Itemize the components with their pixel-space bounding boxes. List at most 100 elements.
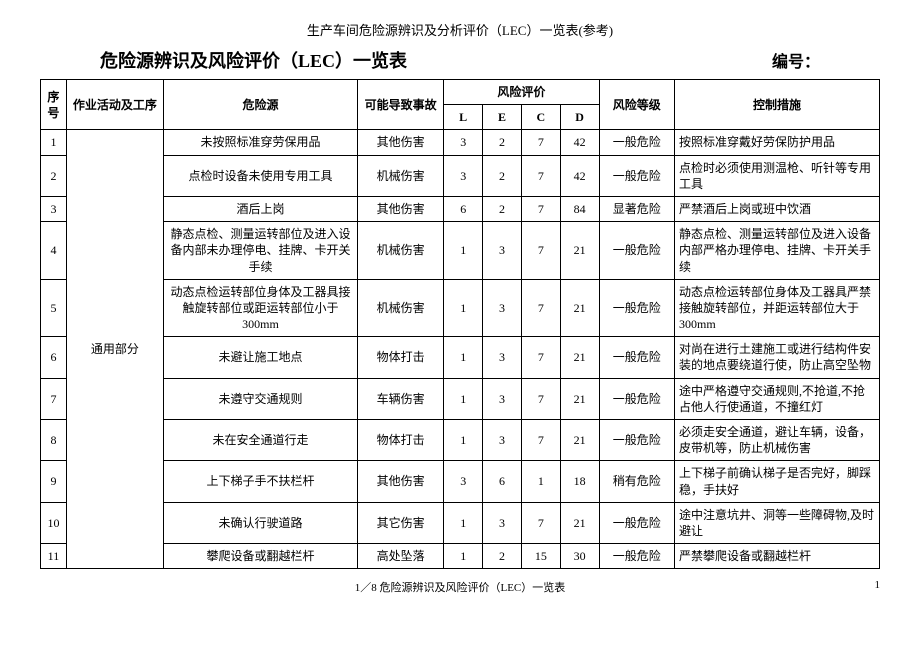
cell-D: 21 (560, 337, 599, 378)
cell-C: 7 (521, 196, 560, 221)
footer-page-number: 1 (875, 579, 881, 591)
table-row: 10 未确认行驶道路其它伤害13721一般危险途中注意坑井、洞等一些障碍物,及时避… (41, 502, 880, 543)
cell-accident: 其他伤害 (358, 196, 444, 221)
cell-D: 84 (560, 196, 599, 221)
cell-L: 3 (444, 130, 483, 155)
table-row: 7未遵守交通规则车辆伤害13721一般危险途中严格遵守交通规则,不抢道,不抢占他… (41, 378, 880, 419)
cell-hazard: 未在安全通道行走 (163, 420, 357, 461)
cell-E: 3 (483, 222, 522, 280)
cell-C: 7 (521, 130, 560, 155)
cell-control: 严禁酒后上岗或班中饮酒 (675, 196, 880, 221)
cell-hazard: 动态点检运转部位身体及工器具接触旋转部位或距运转部位小于300mm (163, 279, 357, 337)
cell-L: 3 (444, 461, 483, 502)
footer-center: 1／8 危险源辨识及风险评价（LEC）一览表 (40, 579, 880, 595)
cell-level: 显著危险 (599, 196, 674, 221)
table-row: 1通用部分未按照标准穿劳保用品其他伤害32742一般危险按照标准穿戴好劳保防护用… (41, 130, 880, 155)
col-C: C (521, 105, 560, 130)
cell-D: 21 (560, 502, 599, 543)
cell-hazard: 上下梯子手不扶栏杆 (163, 461, 357, 502)
col-accident: 可能导致事故 (358, 80, 444, 130)
col-L: L (444, 105, 483, 130)
cell-control: 动态点检运转部位身体及工器具严禁接触旋转部位，并距运转部位大于 300mm (675, 279, 880, 337)
col-seq: 序号 (41, 80, 67, 130)
cell-D: 21 (560, 279, 599, 337)
cell-E: 3 (483, 279, 522, 337)
cell-control: 途中严格遵守交通规则,不抢道,不抢占他人行使通道，不撞红灯 (675, 378, 880, 419)
cell-seq: 9 (41, 461, 67, 502)
cell-control: 上下梯子前确认梯子是否完好，脚踩稳，手扶好 (675, 461, 880, 502)
cell-seq: 10 (41, 502, 67, 543)
table-row: 3 酒后上岗其他伤害62784显著危险严禁酒后上岗或班中饮酒 (41, 196, 880, 221)
col-E: E (483, 105, 522, 130)
col-risk-level: 风险等级 (599, 80, 674, 130)
cell-hazard: 未确认行驶道路 (163, 502, 357, 543)
cell-L: 1 (444, 544, 483, 569)
cell-control: 静态点检、测量运转部位及进入设备内部严格办理停电、挂牌、卡开关手续 (675, 222, 880, 280)
cell-D: 42 (560, 130, 599, 155)
cell-seq: 5 (41, 279, 67, 337)
cell-accident: 其它伤害 (358, 502, 444, 543)
cell-E: 2 (483, 130, 522, 155)
cell-accident: 其他伤害 (358, 461, 444, 502)
cell-level: 一般危险 (599, 279, 674, 337)
cell-E: 3 (483, 502, 522, 543)
cell-accident: 机械伤害 (358, 279, 444, 337)
cell-L: 1 (444, 502, 483, 543)
cell-accident: 车辆伤害 (358, 378, 444, 419)
cell-C: 7 (521, 155, 560, 196)
cell-L: 1 (444, 222, 483, 280)
page-header: 生产车间危险源辨识及分析评价（LEC）一览表(参考) (40, 20, 880, 39)
cell-control: 按照标准穿戴好劳保防护用品 (675, 130, 880, 155)
lec-table: 序号 作业活动及工序 危险源 可能导致事故 风险评价 风险等级 控制措施 L E… (40, 79, 880, 569)
cell-control: 点检时必须使用测温枪、听针等专用工具 (675, 155, 880, 196)
cell-seq: 2 (41, 155, 67, 196)
cell-hazard: 未按照标准穿劳保用品 (163, 130, 357, 155)
page-footer: 1／8 危险源辨识及风险评价（LEC）一览表 1 (40, 579, 880, 595)
cell-C: 7 (521, 337, 560, 378)
cell-E: 2 (483, 544, 522, 569)
cell-seq: 1 (41, 130, 67, 155)
col-risk-eval: 风险评价 (444, 80, 599, 105)
cell-C: 7 (521, 502, 560, 543)
cell-control: 途中注意坑井、洞等一些障碍物,及时避让 (675, 502, 880, 543)
col-D: D (560, 105, 599, 130)
cell-C: 7 (521, 279, 560, 337)
cell-D: 42 (560, 155, 599, 196)
col-control: 控制措施 (675, 80, 880, 130)
cell-seq: 3 (41, 196, 67, 221)
cell-control: 对尚在进行土建施工或进行结构件安装的地点要绕道行使，防止高空坠物 (675, 337, 880, 378)
cell-E: 3 (483, 420, 522, 461)
cell-level: 一般危险 (599, 222, 674, 280)
cell-seq: 7 (41, 378, 67, 419)
cell-hazard: 静态点检、测量运转部位及进入设备内部未办理停电、挂牌、卡开关手续 (163, 222, 357, 280)
cell-activity-group: 通用部分 (66, 130, 163, 569)
cell-accident: 机械伤害 (358, 222, 444, 280)
cell-D: 21 (560, 222, 599, 280)
cell-level: 一般危险 (599, 130, 674, 155)
cell-L: 1 (444, 279, 483, 337)
cell-C: 15 (521, 544, 560, 569)
table-body: 1通用部分未按照标准穿劳保用品其他伤害32742一般危险按照标准穿戴好劳保防护用… (41, 130, 880, 569)
cell-L: 3 (444, 155, 483, 196)
cell-E: 2 (483, 155, 522, 196)
main-title: 危险源辨识及风险评价（LEC）一览表 (100, 47, 407, 73)
cell-accident: 其他伤害 (358, 130, 444, 155)
cell-L: 1 (444, 420, 483, 461)
cell-level: 稍有危险 (599, 461, 674, 502)
table-row: 6未避让施工地点物体打击13721一般危险对尚在进行土建施工或进行结构件安装的地… (41, 337, 880, 378)
cell-accident: 高处坠落 (358, 544, 444, 569)
cell-seq: 8 (41, 420, 67, 461)
cell-C: 7 (521, 378, 560, 419)
cell-E: 2 (483, 196, 522, 221)
cell-D: 30 (560, 544, 599, 569)
cell-L: 6 (444, 196, 483, 221)
cell-seq: 11 (41, 544, 67, 569)
cell-L: 1 (444, 337, 483, 378)
cell-level: 一般危险 (599, 378, 674, 419)
cell-C: 7 (521, 420, 560, 461)
cell-level: 一般危险 (599, 502, 674, 543)
cell-hazard: 攀爬设备或翻越栏杆 (163, 544, 357, 569)
doc-number-label: 编号： (772, 48, 820, 72)
cell-hazard: 酒后上岗 (163, 196, 357, 221)
cell-control: 必须走安全通道，避让车辆，设备，皮带机等，防止机械伤害 (675, 420, 880, 461)
